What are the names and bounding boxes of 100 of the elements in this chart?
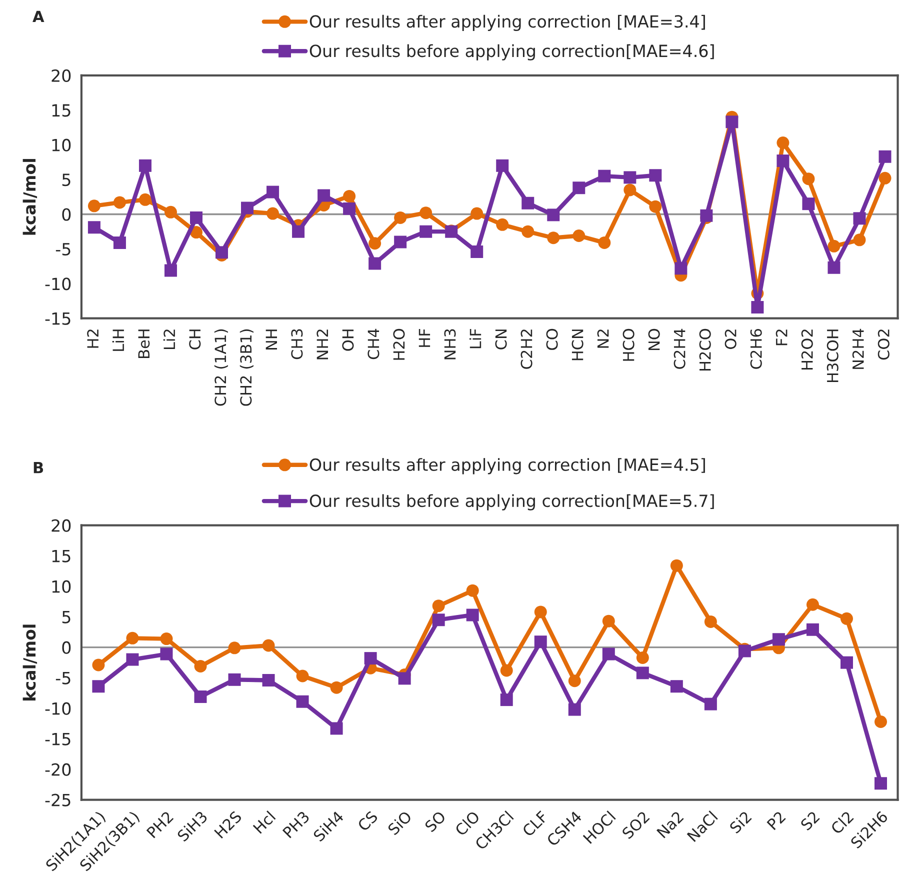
x-tick-label: H2CO bbox=[699, 328, 711, 370]
point bbox=[636, 651, 649, 664]
point bbox=[216, 246, 228, 259]
point bbox=[394, 236, 407, 248]
legend-label: Our results before applying correction[MAE=4.6] bbox=[310, 44, 714, 60]
x-tick-label: H2O2 bbox=[801, 330, 813, 370]
y-tick-label: 15 bbox=[52, 104, 70, 117]
point bbox=[138, 193, 152, 206]
x-tick-label: NH bbox=[266, 330, 277, 350]
point bbox=[113, 196, 126, 209]
legend-label: Our results after applying correction [MAE=3.4] bbox=[310, 14, 705, 31]
point bbox=[534, 606, 547, 618]
x-tick-label: CN bbox=[495, 330, 507, 350]
point bbox=[292, 225, 305, 238]
x-tick-label: CO bbox=[546, 328, 558, 350]
x-tick-label: ClO bbox=[454, 810, 480, 836]
point bbox=[568, 703, 581, 716]
point bbox=[500, 694, 513, 706]
point bbox=[776, 136, 790, 149]
point bbox=[636, 666, 649, 680]
point bbox=[398, 672, 411, 685]
point bbox=[164, 264, 177, 277]
point bbox=[343, 190, 356, 202]
point bbox=[160, 632, 173, 646]
point bbox=[241, 202, 254, 214]
x-tick-label: CLF bbox=[522, 810, 548, 838]
point bbox=[266, 186, 280, 198]
x-tick-label: S2 bbox=[800, 810, 820, 831]
point bbox=[500, 664, 513, 677]
point bbox=[602, 648, 615, 660]
x-tick-label: SiO bbox=[386, 810, 412, 836]
point bbox=[772, 633, 785, 646]
point bbox=[432, 600, 445, 612]
point bbox=[432, 614, 445, 626]
x-tick-label: NO bbox=[648, 328, 660, 350]
y-tick-label: -5 bbox=[56, 672, 70, 684]
point bbox=[470, 207, 484, 220]
y-tick-label: -25 bbox=[45, 794, 70, 806]
point bbox=[802, 198, 815, 210]
point bbox=[420, 206, 432, 220]
x-tick-label: LiH bbox=[112, 330, 124, 351]
y-tick-label: -15 bbox=[45, 733, 70, 746]
point bbox=[802, 172, 815, 186]
x-tick-label: CO2 bbox=[878, 330, 890, 360]
point bbox=[343, 202, 356, 215]
x-tick-label: LiF bbox=[469, 328, 482, 348]
x-tick-label: O2 bbox=[724, 330, 736, 349]
point bbox=[296, 670, 309, 682]
y-axis-title: kcal/mol bbox=[22, 159, 38, 235]
point bbox=[598, 236, 611, 249]
point bbox=[649, 169, 662, 182]
x-tick-label: F2 bbox=[776, 330, 788, 346]
x-tick-label: P2 bbox=[766, 810, 786, 830]
y-tick-label: -10 bbox=[45, 702, 71, 715]
point bbox=[190, 211, 202, 224]
point bbox=[853, 212, 866, 225]
point bbox=[572, 182, 586, 194]
y-axis-title: kcal/mol bbox=[22, 624, 38, 700]
x-tick-label: CH2 (3B1) bbox=[240, 329, 254, 406]
point bbox=[126, 632, 139, 644]
x-tick-label: OH bbox=[342, 330, 354, 351]
point bbox=[194, 690, 207, 703]
point bbox=[674, 262, 688, 275]
point bbox=[874, 777, 888, 790]
point bbox=[368, 237, 382, 250]
point bbox=[853, 234, 866, 246]
x-tick-label: C2H6 bbox=[750, 329, 762, 369]
point bbox=[704, 698, 717, 710]
point bbox=[522, 196, 534, 210]
point bbox=[262, 674, 275, 687]
y-tick-label: 5 bbox=[62, 174, 70, 186]
point bbox=[126, 653, 139, 666]
x-tick-label: CH bbox=[189, 330, 201, 350]
point bbox=[420, 225, 432, 238]
point bbox=[602, 614, 615, 628]
point bbox=[806, 598, 819, 611]
x-tick-label: SO bbox=[424, 810, 446, 833]
point bbox=[572, 230, 586, 242]
x-tick-label: CH2 (1A1) bbox=[214, 329, 228, 406]
y-tick-label: -15 bbox=[45, 312, 70, 325]
point bbox=[262, 639, 275, 652]
y-tick-label: 0 bbox=[62, 641, 71, 654]
point bbox=[534, 636, 547, 648]
point bbox=[726, 116, 738, 128]
point bbox=[394, 211, 407, 224]
point bbox=[228, 673, 241, 686]
point bbox=[368, 257, 382, 270]
point bbox=[806, 623, 819, 636]
x-tick-label: NH3 bbox=[444, 329, 456, 360]
point bbox=[828, 261, 840, 274]
x-tick-label: Hcl bbox=[252, 810, 276, 834]
x-tick-label: Li2 bbox=[163, 330, 175, 350]
x-tick-label: H2O bbox=[393, 328, 405, 360]
point bbox=[113, 236, 126, 249]
y-tick-label: 15 bbox=[52, 550, 70, 562]
x-tick-label: CH4 bbox=[368, 328, 380, 360]
point bbox=[88, 200, 100, 212]
y-tick-label: 20 bbox=[52, 519, 71, 532]
point bbox=[330, 722, 343, 735]
point bbox=[318, 189, 330, 202]
